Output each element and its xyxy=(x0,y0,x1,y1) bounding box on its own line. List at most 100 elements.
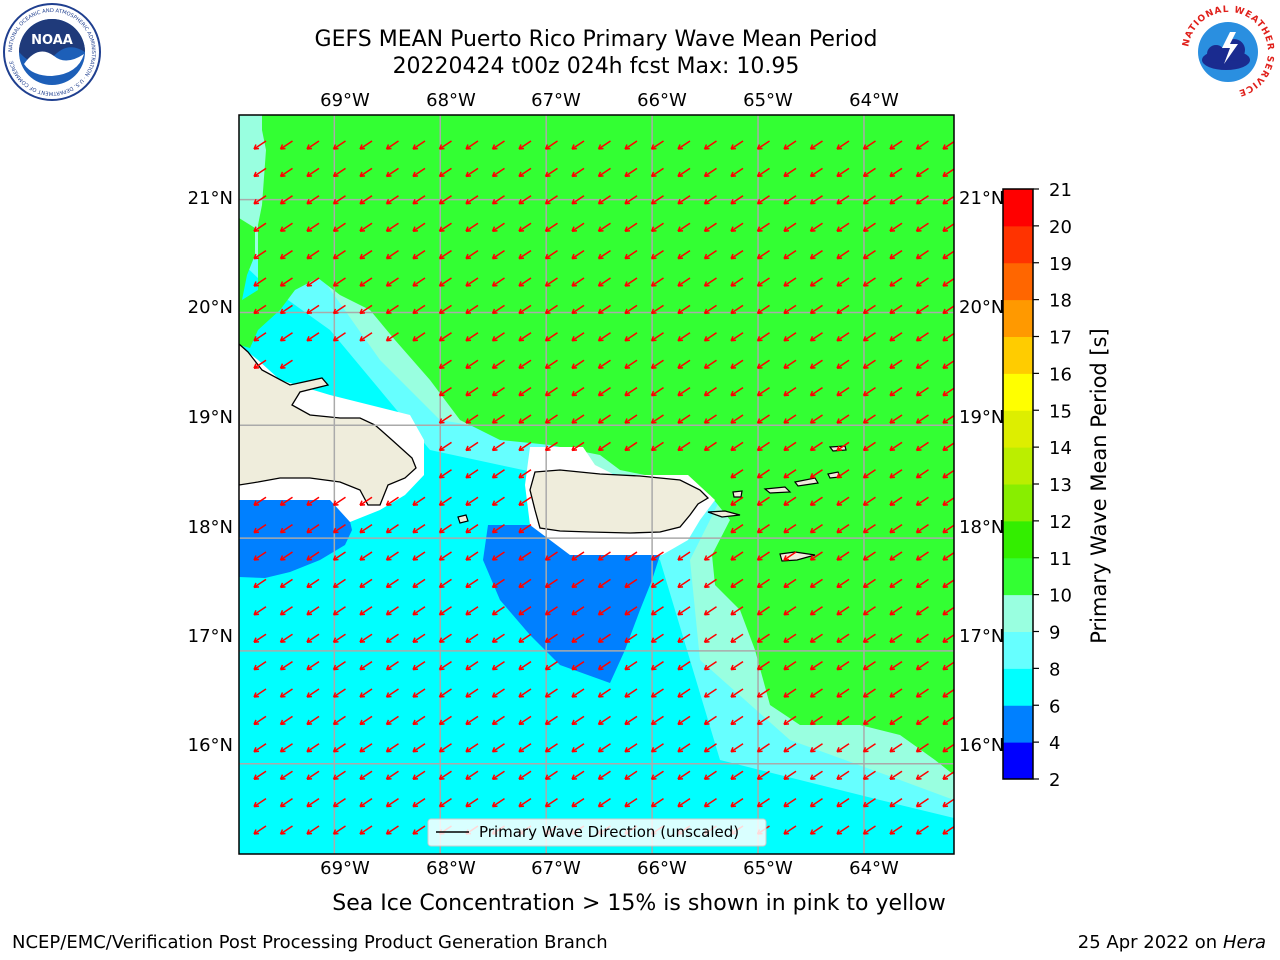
wave-arrow xyxy=(465,797,479,808)
wave-arrow xyxy=(862,551,876,561)
wave-arrow xyxy=(253,660,267,671)
wave-arrow xyxy=(783,249,797,260)
wave-arrow xyxy=(703,633,717,643)
colorbar-segment xyxy=(1003,668,1033,706)
wave-arrow xyxy=(306,825,320,835)
colorbar-segment xyxy=(1003,373,1033,411)
wave-arrow xyxy=(915,825,929,835)
wave-arrow xyxy=(862,414,876,424)
wave-arrow xyxy=(438,222,452,232)
wave-arrow xyxy=(359,606,373,616)
wave-arrow xyxy=(385,743,399,753)
wave-arrow xyxy=(703,249,717,260)
wave-arrow xyxy=(385,332,399,342)
wave-arrow xyxy=(942,606,954,616)
wave-arrow xyxy=(518,414,532,424)
wave-arrow xyxy=(836,277,850,287)
wave-arrow xyxy=(544,715,558,726)
wave-arrow xyxy=(889,304,903,315)
wave-arrow xyxy=(624,332,638,342)
wave-arrow xyxy=(571,441,585,452)
colorbar-segment xyxy=(1003,225,1033,264)
colorbar-tick-label: 18 xyxy=(1049,291,1072,312)
lat-label-left: 19°N xyxy=(188,407,233,428)
wave-arrow xyxy=(730,660,744,671)
wave-arrow xyxy=(624,249,638,260)
wave-arrow xyxy=(518,386,532,397)
wave-arrow xyxy=(253,496,267,506)
wave-arrow xyxy=(491,797,505,808)
wave-arrow xyxy=(518,222,532,232)
colorbar-segment xyxy=(1003,594,1033,632)
wave-arrow xyxy=(730,167,744,178)
wave-arrow xyxy=(544,414,558,424)
wave-arrow xyxy=(253,167,267,178)
footer-machine: Hera xyxy=(1222,932,1266,953)
wave-arrow xyxy=(544,140,558,150)
wave-arrow xyxy=(385,633,399,643)
wave-arrow xyxy=(862,633,876,643)
wave-arrow xyxy=(544,249,558,260)
wave-arrow xyxy=(650,167,664,178)
wave-arrow xyxy=(624,551,638,561)
wave-arrow xyxy=(571,578,585,589)
wave-arrow xyxy=(544,797,558,808)
wave-arrow xyxy=(889,441,903,452)
wave-arrow xyxy=(518,359,532,369)
wave-arrow xyxy=(465,304,479,315)
wave-arrow xyxy=(412,496,426,506)
wave-arrow xyxy=(306,249,320,260)
wave-arrow xyxy=(438,770,452,780)
wave-arrow xyxy=(703,551,717,561)
wave-arrow xyxy=(571,167,585,178)
wave-arrow xyxy=(915,606,929,616)
map-frame xyxy=(238,114,955,855)
wave-arrow xyxy=(783,606,797,616)
wave-arrow xyxy=(491,304,505,315)
wave-arrow xyxy=(836,140,850,150)
wave-arrow xyxy=(491,633,505,643)
colorbar-segment xyxy=(1003,742,1033,780)
wave-arrow xyxy=(730,715,744,726)
wave-arrow xyxy=(915,770,929,780)
wave-arrow xyxy=(915,140,929,150)
colorbar-tick-label: 6 xyxy=(1049,696,1060,717)
wave-arrow xyxy=(571,743,585,753)
wave-arrow xyxy=(465,469,479,479)
wave-arrow xyxy=(862,606,876,616)
wave-arrow xyxy=(650,359,664,369)
wave-arrow xyxy=(438,359,452,369)
wave-arrow xyxy=(412,195,426,205)
wave-arrow xyxy=(359,140,373,150)
wave-arrow xyxy=(756,359,770,369)
wave-arrow xyxy=(942,661,954,671)
wave-arrow xyxy=(385,660,399,671)
wave-arrow xyxy=(809,523,823,534)
wave-arrow xyxy=(465,606,479,616)
map-title: GEFS MEAN Puerto Rico Primary Wave Mean … xyxy=(314,27,878,52)
wave-arrow xyxy=(253,633,267,643)
wave-arrow xyxy=(624,304,638,315)
wave-arrow xyxy=(756,386,770,397)
colorbar-tick-label: 9 xyxy=(1049,623,1060,644)
wave-arrow xyxy=(465,414,479,424)
wave-arrow xyxy=(915,523,929,534)
wave-arrow xyxy=(756,195,770,205)
wave-arrow xyxy=(783,496,797,506)
wave-arrow xyxy=(809,140,823,150)
wave-arrow xyxy=(279,660,293,671)
wave-arrow xyxy=(730,496,744,506)
wave-arrow xyxy=(253,140,267,150)
wave-arrow xyxy=(756,606,770,616)
wave-arrow xyxy=(279,825,293,835)
wave-arrow xyxy=(915,660,929,671)
wave-arrow xyxy=(703,441,717,452)
wave-arrow xyxy=(597,140,611,150)
wave-arrow xyxy=(942,387,954,397)
wave-arrow xyxy=(544,304,558,315)
wave-arrow xyxy=(438,797,452,808)
wave-arrow xyxy=(465,140,479,150)
wave-arrow xyxy=(412,606,426,616)
wave-arrow xyxy=(862,770,876,780)
wave-arrow xyxy=(571,797,585,808)
